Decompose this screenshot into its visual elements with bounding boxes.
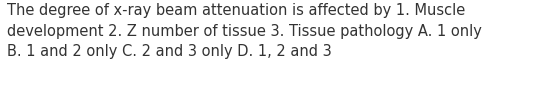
Text: The degree of x-ray beam attenuation is affected by 1. Muscle
development 2. Z n: The degree of x-ray beam attenuation is …: [7, 3, 482, 59]
